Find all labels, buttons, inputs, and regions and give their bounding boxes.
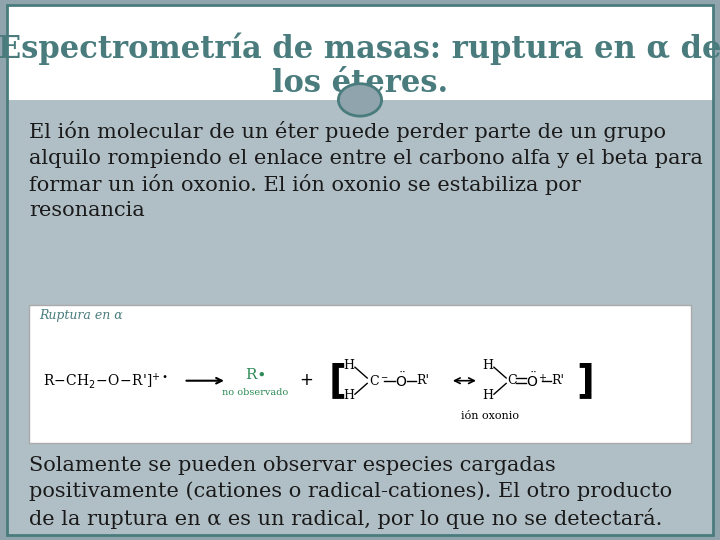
Text: $\ddot{\mathrm{O}}$: $\ddot{\mathrm{O}}$: [395, 372, 407, 390]
Text: los éteres.: los éteres.: [272, 68, 448, 99]
Text: H: H: [482, 389, 493, 402]
Text: no observado: no observado: [222, 388, 289, 397]
Text: H: H: [482, 359, 493, 372]
Text: R': R': [551, 374, 564, 387]
FancyBboxPatch shape: [7, 5, 713, 100]
Text: R$\bullet$: R$\bullet$: [246, 367, 266, 382]
Circle shape: [338, 84, 382, 116]
Text: Solamente se pueden observar especies cargadas
positivamente (cationes o radical: Solamente se pueden observar especies ca…: [29, 456, 672, 529]
Text: H: H: [343, 389, 354, 402]
Text: C$^-$: C$^-$: [369, 374, 389, 388]
Text: Ruptura en α: Ruptura en α: [40, 309, 123, 322]
Text: C: C: [507, 374, 516, 387]
Text: R$\!-\!$CH$_2\!-\!$O$\!-\!$R']$^{+\bullet}$: R$\!-\!$CH$_2\!-\!$O$\!-\!$R']$^{+\bulle…: [43, 371, 168, 390]
Text: $\mathbf{]}$: $\mathbf{]}$: [576, 361, 593, 401]
Text: ión oxonio: ión oxonio: [461, 411, 518, 421]
Text: Espectrometría de masas: ruptura en α de: Espectrometría de masas: ruptura en α de: [0, 32, 720, 65]
Text: R': R': [416, 374, 429, 387]
Text: $\ddot{\mathrm{O}}^+$: $\ddot{\mathrm{O}}^+$: [526, 372, 548, 390]
FancyBboxPatch shape: [7, 100, 713, 535]
Text: $\mathbf{[}$: $\mathbf{[}$: [328, 361, 345, 401]
Text: H: H: [343, 359, 354, 372]
Text: El ión molecular de un éter puede perder parte de un grupo
alquilo rompiendo el : El ión molecular de un éter puede perder…: [29, 122, 703, 220]
Text: $+$: $+$: [299, 372, 313, 389]
FancyBboxPatch shape: [29, 305, 691, 443]
